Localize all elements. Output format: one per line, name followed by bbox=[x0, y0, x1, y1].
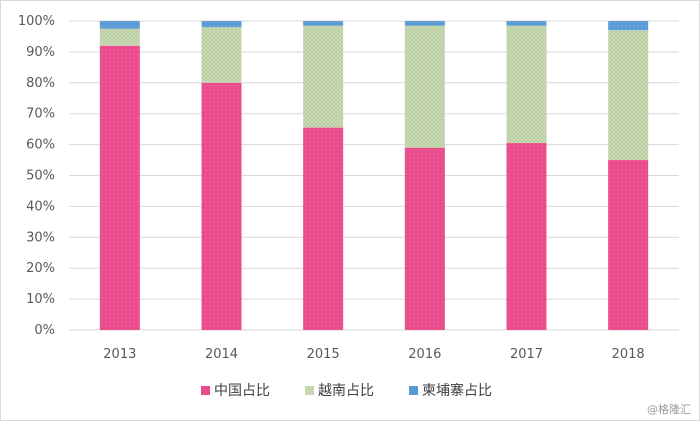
y-tick-label: 0% bbox=[34, 323, 55, 338]
bar-segment-2013-2 bbox=[99, 28, 140, 46]
bar-segment-2018-3 bbox=[608, 21, 649, 31]
x-tick-label: 2017 bbox=[510, 347, 543, 362]
bar-segment-2016-2 bbox=[404, 25, 445, 148]
y-tick-label: 50% bbox=[26, 169, 55, 184]
bar-segment-2014-2 bbox=[201, 27, 242, 83]
bar-segment-2015-1 bbox=[303, 127, 344, 330]
bar-segment-2013-3 bbox=[99, 21, 140, 29]
bar-segment-2015-2 bbox=[303, 25, 344, 128]
legend-label: 越南占比 bbox=[318, 383, 374, 399]
legend-swatch bbox=[305, 386, 314, 395]
bar-segment-2018-2 bbox=[608, 30, 649, 161]
y-tick-label: 70% bbox=[26, 107, 55, 122]
bar-segment-2013-1 bbox=[99, 45, 140, 330]
y-tick-label: 20% bbox=[26, 261, 55, 276]
y-tick-label: 40% bbox=[26, 199, 55, 214]
bar-segment-2017-2 bbox=[506, 25, 547, 144]
bar-segment-2015-3 bbox=[303, 21, 344, 26]
bar-segment-2014-1 bbox=[201, 82, 242, 330]
bars bbox=[99, 21, 649, 330]
legend-label: 柬埔寨占比 bbox=[422, 382, 492, 399]
x-axis: 2013 2014 2015 2016 2017 2018 bbox=[103, 347, 644, 362]
y-tick-label: 30% bbox=[26, 230, 55, 245]
legend-swatch bbox=[201, 386, 210, 395]
watermark-text: @格隆汇 bbox=[647, 402, 691, 416]
bar-segment-2017-3 bbox=[506, 21, 547, 26]
bar-segment-2016-1 bbox=[404, 147, 445, 330]
x-tick-label: 2016 bbox=[408, 347, 441, 362]
bar-segment-2016-3 bbox=[404, 21, 445, 26]
gridlines bbox=[69, 20, 679, 331]
y-tick-label: 10% bbox=[26, 292, 55, 307]
bar-segment-2018-1 bbox=[608, 160, 649, 330]
y-axis: 0% 10% 20% 30% 40% 50% 60% 70% 80% 90% 100% bbox=[18, 14, 55, 338]
x-tick-label: 2018 bbox=[612, 347, 645, 362]
y-tick-label: 100% bbox=[18, 14, 55, 29]
x-tick-label: 2013 bbox=[103, 347, 136, 362]
y-tick-label: 60% bbox=[26, 138, 55, 153]
legend: 中国占比 越南占比 柬埔寨占比 bbox=[201, 382, 492, 399]
y-tick-label: 80% bbox=[26, 76, 55, 91]
y-tick-label: 90% bbox=[26, 45, 55, 60]
bar-segment-2017-1 bbox=[506, 143, 547, 330]
legend-label: 中国占比 bbox=[214, 383, 270, 399]
x-tick-label: 2015 bbox=[307, 347, 340, 362]
legend-swatch bbox=[409, 386, 418, 395]
x-tick-label: 2014 bbox=[205, 347, 238, 362]
bar-segment-2014-3 bbox=[201, 21, 242, 28]
